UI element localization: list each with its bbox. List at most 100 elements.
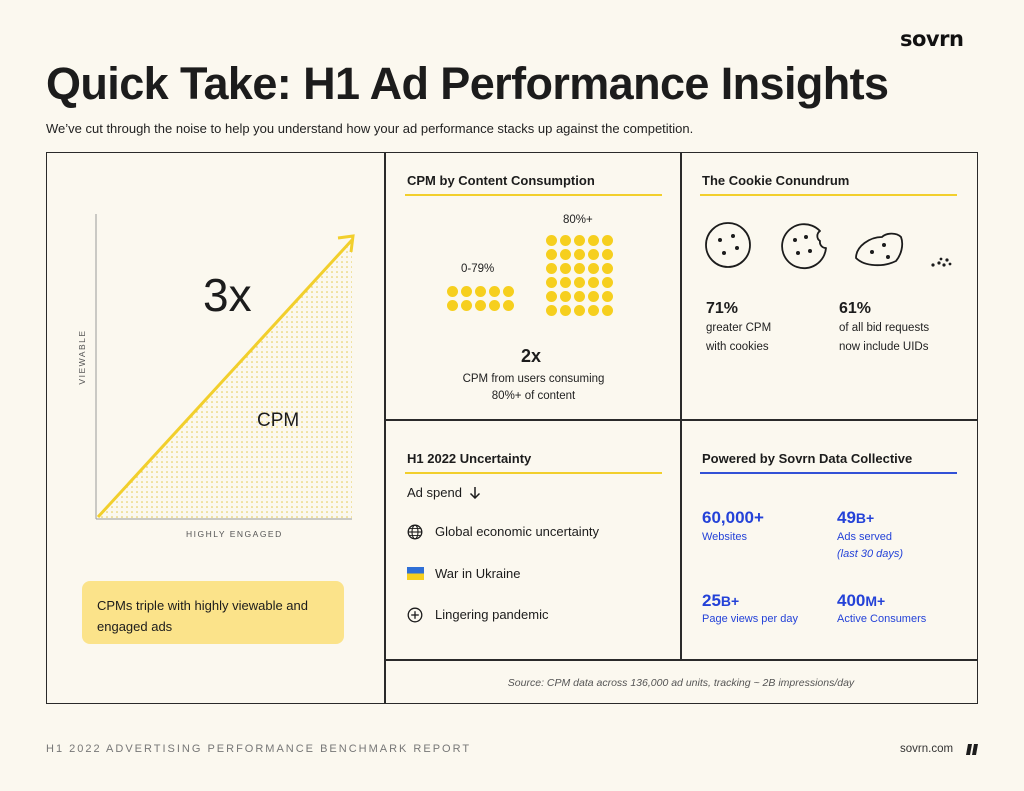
- cookie-stat1-line1: greater CPM: [706, 322, 772, 334]
- consumption-dot: [461, 286, 472, 297]
- cookie-stat2-value: 61%: [839, 300, 872, 317]
- stat-consumers-value: 400M+: [837, 591, 886, 610]
- consumption-dot: [546, 235, 557, 246]
- cookie-half-icon: [855, 232, 904, 267]
- cookie-full-icon: [705, 222, 751, 268]
- collective-section-title: Powered by Sovrn Data Collective: [702, 451, 913, 466]
- collective-section-underline: [700, 472, 957, 474]
- sovrn-logo: sovrn: [900, 27, 964, 51]
- footer-report-title: H1 2022 ADVERTISING PERFORMANCE BENCHMAR…: [46, 743, 472, 755]
- ad-spend-label: Ad spend: [407, 485, 481, 500]
- cpm-section-underline: [405, 194, 662, 196]
- uncertainty-item-pandemic: Lingering pandemic: [435, 607, 549, 622]
- consumption-dot: [503, 300, 514, 311]
- consumption-dot: [546, 263, 557, 274]
- content-frame: [46, 152, 978, 704]
- consumption-dot: [588, 305, 599, 316]
- stat-ads-label: Ads served: [837, 531, 893, 543]
- consumption-dot: [588, 235, 599, 246]
- stat-websites-value: 60,000+: [702, 508, 764, 527]
- consumption-dot: [602, 249, 613, 260]
- consumption-dot: [602, 305, 613, 316]
- group-low-label: 0-79%: [461, 263, 495, 275]
- divider-left: [384, 152, 386, 704]
- consumption-dot: [602, 263, 613, 274]
- sovrn-mark-icon: [966, 744, 978, 755]
- cookie-section-underline: [700, 194, 957, 196]
- consumption-dot: [560, 235, 571, 246]
- cpm-result-line1: CPM from users consuming: [462, 373, 605, 385]
- consumption-dot: [546, 291, 557, 302]
- consumption-dot: [588, 291, 599, 302]
- cpm-growth-chart: [95, 214, 355, 520]
- cpm-callout: CPMs triple with highly viewable and eng…: [82, 581, 344, 644]
- consumption-dot: [503, 286, 514, 297]
- consumption-dot: [447, 300, 458, 311]
- callout-text: CPMs triple with highly viewable and eng…: [97, 598, 308, 634]
- consumption-dot: [489, 286, 500, 297]
- consumption-dot: [602, 291, 613, 302]
- cookie-section-title: The Cookie Conundrum: [702, 173, 850, 188]
- consumption-dot: [447, 286, 458, 297]
- plus-circle-icon: [407, 607, 423, 623]
- cookie-stat2-line2: now include UIDs: [839, 341, 929, 353]
- source-note: Source: CPM data across 136,000 ad units…: [507, 677, 855, 689]
- consumption-dot: [546, 249, 557, 260]
- divider-middle: [680, 152, 682, 660]
- divider-row: [384, 419, 978, 421]
- uncertainty-item-economy: Global economic uncertainty: [435, 524, 600, 539]
- stat-pageviews-label: Page views per day: [702, 613, 798, 625]
- consumption-dot: [588, 263, 599, 274]
- consumption-dot: [560, 291, 571, 302]
- consumption-dot: [560, 305, 571, 316]
- footer-site-link[interactable]: sovrn.com: [900, 743, 954, 755]
- consumption-dot: [560, 249, 571, 260]
- growth-line: [96, 238, 354, 519]
- page-subtitle: We’ve cut through the noise to help you …: [46, 121, 694, 136]
- cpm-result-value: 2x: [521, 346, 542, 366]
- uncertainty-section-title: H1 2022 Uncertainty: [407, 451, 532, 466]
- consumption-dot: [602, 235, 613, 246]
- stat-consumers-label: Active Consumers: [837, 613, 927, 625]
- cookie-sequence: [705, 222, 952, 270]
- page-title: Quick Take: H1 Ad Performance Insights: [46, 58, 889, 109]
- consumption-dot: [574, 291, 585, 302]
- consumption-dot: [574, 235, 585, 246]
- cookie-stat1-value: 71%: [706, 300, 739, 317]
- consumption-dot: [546, 305, 557, 316]
- consumption-dot: [602, 277, 613, 288]
- consumption-dot: [588, 277, 599, 288]
- uncertainty-section-underline: [405, 472, 662, 474]
- consumption-dot: [546, 277, 557, 288]
- cpm-section-title: CPM by Content Consumption: [407, 173, 595, 188]
- cpm-result-line2: 80%+ of content: [491, 390, 576, 402]
- consumption-dot: [461, 300, 472, 311]
- multiplier-label: 3x: [203, 269, 252, 321]
- consumption-dot: [574, 263, 585, 274]
- consumption-dot: [588, 249, 599, 260]
- uncertainty-item-ukraine: War in Ukraine: [435, 566, 521, 581]
- x-axis-label: HIGHLY ENGAGED: [186, 529, 283, 539]
- dot-group-low: [447, 286, 514, 311]
- arrow-head-icon: [337, 234, 355, 253]
- divider-source: [384, 659, 978, 661]
- consumption-dot: [574, 277, 585, 288]
- consumption-dot: [475, 300, 486, 311]
- cookie-bitten-icon: [781, 223, 827, 270]
- consumption-dot: [489, 300, 500, 311]
- arrow-down-icon: [469, 487, 480, 500]
- y-axis-label: VIEWABLE: [77, 329, 87, 385]
- cpm-area-label: CPM: [257, 410, 300, 431]
- dot-group-high: [546, 235, 613, 316]
- stat-ads-value: 49B+: [837, 508, 875, 527]
- stat-websites-label: Websites: [702, 531, 748, 543]
- ukraine-flag-icon: [407, 567, 424, 580]
- stat-ads-note: (last 30 days): [837, 548, 904, 560]
- cookie-stat1-line2: with cookies: [706, 341, 769, 353]
- group-high-label: 80%+: [563, 214, 593, 226]
- consumption-dot: [574, 249, 585, 260]
- consumption-dot: [475, 286, 486, 297]
- globe-icon: [407, 524, 423, 540]
- consumption-dot: [560, 263, 571, 274]
- stat-pageviews-value: 25B+: [702, 591, 740, 610]
